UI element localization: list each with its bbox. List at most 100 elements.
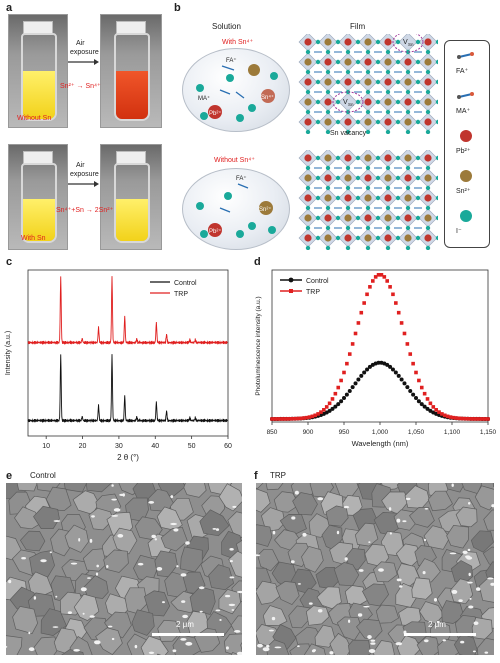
iodide-ion [335, 195, 341, 201]
iodide-ion [385, 225, 391, 231]
sem-bright-spot [8, 579, 12, 584]
sem-bright-spot [117, 534, 124, 538]
data-point-trp [333, 391, 338, 396]
iodide-ion [435, 99, 438, 105]
data-point-trp [463, 416, 467, 421]
sem-bright-spot [370, 642, 376, 645]
iodide-ion [355, 215, 361, 221]
x-axis-label: Wavelength (nm) [352, 439, 409, 448]
iodide-ion [365, 129, 371, 134]
data-point-trp [278, 417, 283, 421]
iodide-ion [395, 59, 401, 65]
metal-cation [344, 38, 352, 46]
data-point-trp [419, 385, 424, 390]
iodide-ion [425, 49, 431, 55]
sem-bright-spot [122, 493, 125, 497]
sem-bright-spot [436, 620, 440, 624]
metal-cation [344, 154, 352, 162]
iodide-ion [365, 225, 371, 231]
data-point-trp [307, 415, 312, 419]
sem-bright-spot [225, 646, 229, 650]
metal-cation [324, 98, 332, 106]
data-point-trp [468, 417, 473, 421]
iodide-ion [325, 49, 331, 55]
sem-bright-spot [274, 646, 282, 649]
iodide-ion [375, 235, 381, 241]
sem-grain [273, 491, 300, 513]
iodide-ion [385, 69, 391, 75]
sem-bright-spot [148, 651, 155, 654]
sem-bright-spot [78, 538, 81, 542]
iodide-ion [425, 185, 431, 191]
iodide-ion [415, 235, 421, 241]
top-blob-pb-label: Pb²⁺ [209, 110, 222, 117]
sem-bright-spot [396, 518, 401, 523]
sem-bright-spot [491, 504, 494, 508]
sem-grain [450, 578, 474, 605]
iodide-ion [365, 89, 371, 95]
legend-label: Control [174, 280, 197, 287]
sem-bright-spot [182, 614, 189, 619]
sem-grain [16, 483, 38, 492]
iodide-ion [375, 155, 381, 161]
metal-cation [404, 194, 412, 202]
sem-bright-spot [33, 596, 37, 600]
iodide-ion [365, 165, 371, 171]
sem-bright-spot [28, 647, 35, 652]
iodide-ion [435, 59, 438, 65]
metal-cation [344, 174, 352, 182]
iodide-ion [305, 69, 311, 75]
data-point-trp [356, 321, 361, 325]
metal-cation [324, 118, 332, 126]
metal-cation [324, 194, 332, 202]
sem-grain [156, 653, 162, 655]
sem-bright-spot [294, 490, 299, 495]
sem-bright-spot [236, 590, 242, 594]
iodide-ion [365, 205, 371, 211]
iodide-ion [435, 175, 438, 181]
sem-bright-spot [154, 538, 157, 541]
data-point-control [416, 399, 421, 404]
sem-grain [478, 576, 494, 603]
data-point-trp [388, 285, 392, 289]
iodide-ion [385, 109, 391, 115]
data-point-trp [422, 391, 427, 396]
metal-cation [304, 234, 312, 242]
sem-bright-spot [198, 586, 205, 590]
sem-bright-spot [433, 598, 438, 602]
sem-grain [361, 583, 389, 607]
sem-bright-spot [236, 651, 242, 655]
iodide-ion [435, 155, 438, 161]
sem-grain [256, 580, 281, 605]
film-column-title: Film [350, 22, 366, 31]
iodide-ion [415, 155, 421, 161]
sem-grain [446, 525, 470, 549]
metal-cation [324, 78, 332, 86]
sem-grain [83, 575, 109, 599]
iodide-ion [405, 205, 411, 211]
iodide-ion [385, 49, 391, 55]
metal-cation [324, 58, 332, 66]
sem-bright-spot [185, 641, 193, 646]
sem-grain [314, 624, 336, 648]
legend-label: TRP [174, 291, 188, 298]
x-tick-label: 950 [339, 429, 350, 436]
metal-cation [424, 98, 432, 106]
sem-bright-spot [96, 564, 99, 568]
sem-grain [492, 483, 494, 487]
top-blob-title: With Sn⁴⁺ [222, 39, 254, 46]
sem-grain [265, 483, 284, 491]
sem-bright-spot [67, 611, 72, 614]
sem-grain [131, 609, 155, 636]
sem-bright-spot [148, 501, 155, 504]
sem-grain [455, 506, 478, 528]
iodide-ion [325, 89, 331, 95]
metal-cation [404, 174, 412, 182]
metal-cation [344, 234, 352, 242]
sem-bright-spot [215, 528, 220, 531]
metal-cation [364, 174, 372, 182]
data-point-control [414, 396, 418, 401]
iodide-ion [315, 175, 321, 181]
solution-ions-top: FA⁺ MA⁺ Pb²⁺ Sn⁴⁺ [196, 57, 278, 122]
metal-cation [404, 118, 412, 126]
